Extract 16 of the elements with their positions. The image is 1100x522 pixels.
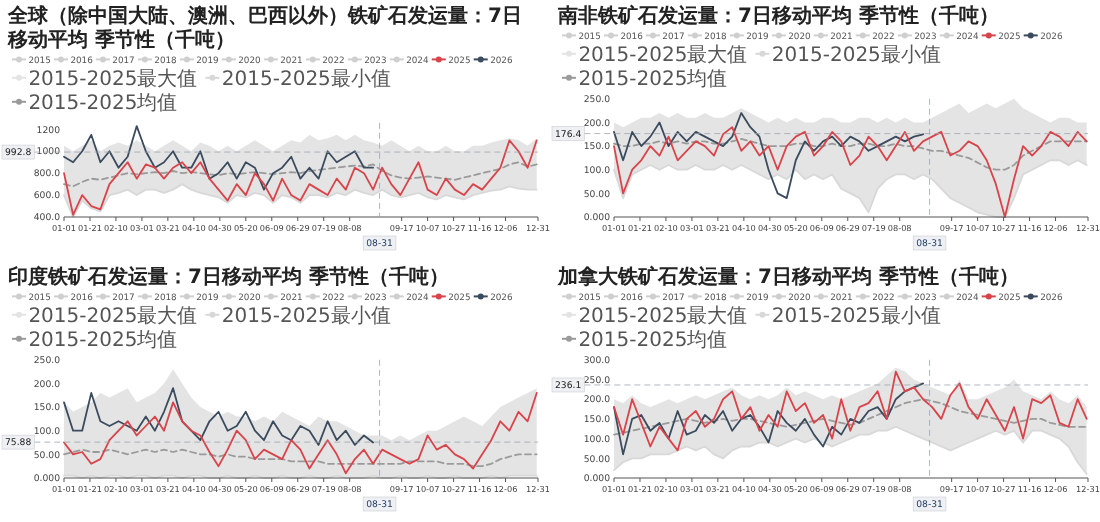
legend-label: 2015-2025均值	[578, 67, 728, 91]
legend-label: 2015-2025最小值	[221, 67, 391, 91]
chart-title: 印度铁矿石发运量：7日移动平均 季节性（千吨）	[8, 265, 449, 289]
legend-label: 2015-2025最小值	[771, 43, 941, 67]
legend-label: 2015-2025最小值	[221, 304, 391, 328]
legend-label: 2015-2025均值	[28, 328, 178, 352]
legend-label: 2015-2025均值	[578, 328, 728, 352]
legend-label: 2015-2025最大值	[28, 304, 198, 328]
chart-title: 南非铁矿石发运量：7日移动平均 季节性（千吨）	[556, 4, 999, 28]
legend-label: 2015-2025最小值	[771, 304, 941, 328]
chart-title: 全球（除中国大陆、澳洲、巴西以外）铁矿石发运量：7日移动平均 季节性（千吨）	[6, 4, 522, 52]
legend-label: 2015-2025最大值	[578, 304, 748, 328]
legend-label: 2015-2025均值	[28, 91, 178, 115]
chart-title: 加拿大铁矿石发运量：7日移动平均 季节性（千吨）	[556, 265, 1019, 289]
legend-label: 2015-2025最大值	[28, 67, 198, 91]
legend-label: 2015-2025最大值	[578, 43, 748, 67]
